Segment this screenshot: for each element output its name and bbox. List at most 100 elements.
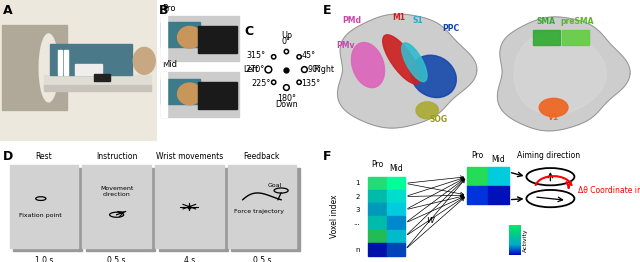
Bar xyxy=(50,44,132,75)
Bar xyxy=(161,22,200,47)
Text: Mid: Mid xyxy=(162,60,177,69)
Bar xyxy=(488,167,509,186)
Ellipse shape xyxy=(540,98,568,117)
Text: SOG: SOG xyxy=(429,115,447,124)
Bar xyxy=(198,82,237,109)
Text: Pro: Pro xyxy=(472,151,484,160)
Bar xyxy=(368,230,387,243)
Text: Movement
direction: Movement direction xyxy=(100,186,133,197)
Polygon shape xyxy=(497,17,630,131)
Text: C: C xyxy=(244,25,253,38)
Ellipse shape xyxy=(402,43,427,82)
Text: Rest: Rest xyxy=(36,151,52,161)
Text: PMd: PMd xyxy=(342,16,362,25)
Text: 2: 2 xyxy=(356,194,360,200)
Text: 3: 3 xyxy=(355,207,360,213)
Ellipse shape xyxy=(383,35,420,84)
Text: Feedback: Feedback xyxy=(244,151,280,161)
Ellipse shape xyxy=(177,83,202,105)
Text: 0°: 0° xyxy=(282,37,291,46)
Bar xyxy=(1,25,49,110)
Bar xyxy=(368,243,387,256)
Bar xyxy=(58,50,62,75)
Text: Down: Down xyxy=(275,100,298,108)
Bar xyxy=(155,165,224,248)
Bar xyxy=(10,165,78,248)
Text: preSMA: preSMA xyxy=(561,17,595,26)
Bar xyxy=(49,25,67,110)
Text: Mid: Mid xyxy=(389,164,403,173)
Text: Pro: Pro xyxy=(162,4,175,13)
Text: ...: ... xyxy=(353,220,360,226)
Bar xyxy=(467,186,488,204)
Bar xyxy=(64,50,68,75)
Text: Left: Left xyxy=(243,65,259,74)
Ellipse shape xyxy=(39,34,58,102)
Polygon shape xyxy=(337,14,477,128)
Text: PMv: PMv xyxy=(337,41,355,50)
Text: Fixation point: Fixation point xyxy=(19,213,62,219)
Bar xyxy=(387,230,405,243)
Bar xyxy=(13,168,83,251)
Text: F: F xyxy=(323,150,332,163)
Text: Right: Right xyxy=(314,65,335,74)
Text: Voxel index: Voxel index xyxy=(330,195,339,238)
Ellipse shape xyxy=(351,42,385,88)
Ellipse shape xyxy=(133,47,156,74)
Text: 4 s: 4 s xyxy=(184,256,195,262)
Text: n: n xyxy=(355,247,360,253)
Text: Wrist movements: Wrist movements xyxy=(156,151,223,161)
Bar xyxy=(161,72,239,117)
Text: SMA: SMA xyxy=(536,17,555,26)
Polygon shape xyxy=(514,32,606,114)
Text: PPC: PPC xyxy=(443,24,460,33)
Bar xyxy=(83,165,151,248)
Bar xyxy=(44,85,150,91)
Text: B: B xyxy=(159,4,168,17)
Bar xyxy=(368,203,387,216)
Text: Δθ Coordinate index: Δθ Coordinate index xyxy=(578,186,640,195)
Text: V1: V1 xyxy=(548,113,559,122)
Text: E: E xyxy=(323,4,332,17)
Bar xyxy=(161,79,200,104)
Text: Force trajectory: Force trajectory xyxy=(234,209,284,214)
Bar xyxy=(159,168,228,251)
Bar xyxy=(161,15,239,61)
Text: 1.0 s: 1.0 s xyxy=(35,256,53,262)
Text: Aiming direction: Aiming direction xyxy=(517,151,580,160)
Text: 0.5 s: 0.5 s xyxy=(253,256,271,262)
Text: 315°: 315° xyxy=(247,51,266,60)
Text: Mid: Mid xyxy=(492,155,505,164)
Bar xyxy=(228,165,296,248)
Bar xyxy=(562,30,589,45)
Bar xyxy=(467,167,488,186)
Text: 225°: 225° xyxy=(251,79,270,88)
Bar xyxy=(368,216,387,230)
Text: 1: 1 xyxy=(355,180,360,186)
Bar xyxy=(232,168,300,251)
Ellipse shape xyxy=(42,42,55,93)
Bar xyxy=(198,25,237,53)
Text: w: w xyxy=(426,216,435,226)
Text: Pro: Pro xyxy=(371,160,383,169)
Bar xyxy=(368,190,387,203)
Bar xyxy=(76,64,102,75)
Text: 180°: 180° xyxy=(277,94,296,103)
Text: 45°: 45° xyxy=(301,51,316,60)
Ellipse shape xyxy=(135,57,157,74)
Text: Activity: Activity xyxy=(523,228,527,252)
Ellipse shape xyxy=(411,55,456,97)
Ellipse shape xyxy=(177,26,202,48)
Bar xyxy=(387,203,405,216)
Bar xyxy=(161,15,167,61)
Bar xyxy=(387,177,405,190)
Bar xyxy=(161,72,167,117)
Text: D: D xyxy=(3,150,13,163)
Bar xyxy=(387,216,405,230)
Text: Goal: Goal xyxy=(268,183,282,188)
Text: 135°: 135° xyxy=(301,79,321,88)
Text: Up: Up xyxy=(281,31,292,40)
Bar xyxy=(532,30,560,45)
Text: Instruction: Instruction xyxy=(96,151,138,161)
Bar xyxy=(368,177,387,190)
